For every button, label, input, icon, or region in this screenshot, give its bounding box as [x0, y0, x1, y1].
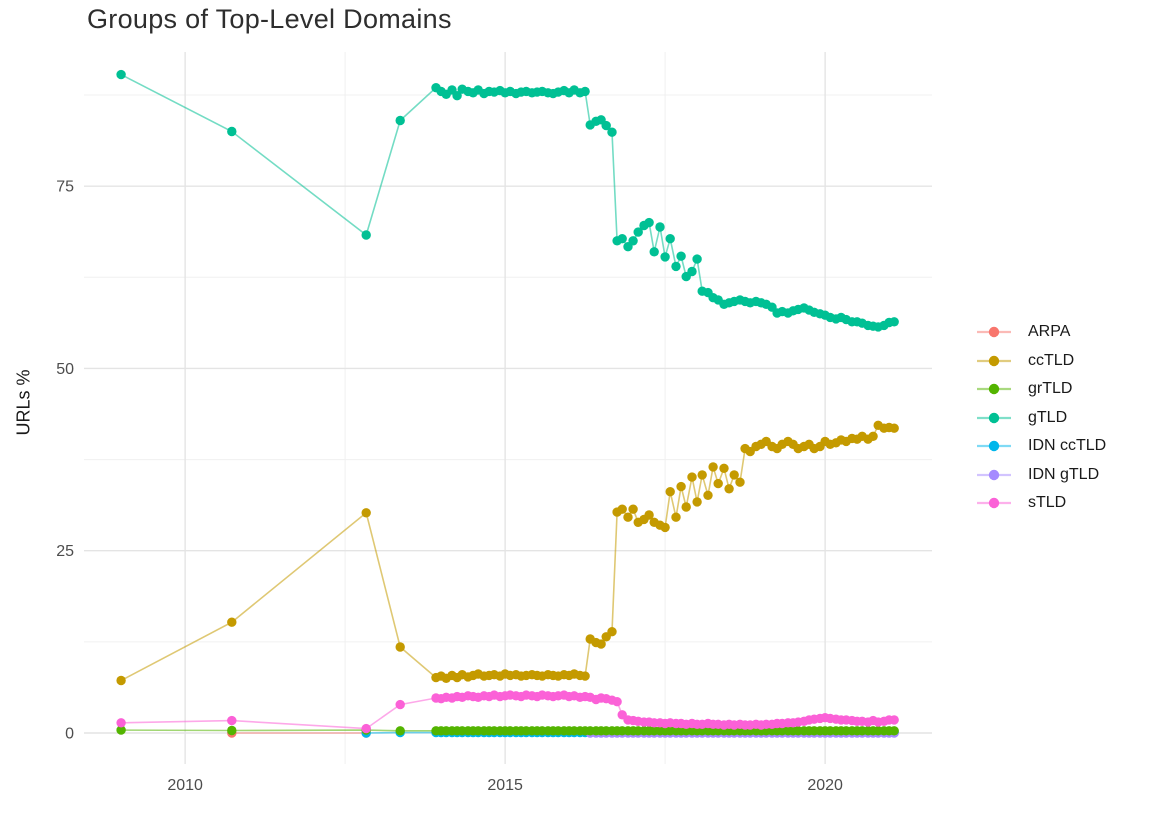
series-point-cctld [687, 472, 697, 482]
legend-key-dot [988, 469, 1000, 480]
series-point-cctld [692, 497, 702, 507]
series-point-gtld [889, 317, 899, 327]
series-point-stld [612, 697, 622, 707]
series-point-gtld [116, 69, 126, 80]
series-point-gtld [452, 91, 462, 101]
legend-key-icon [977, 384, 1011, 395]
legend: ARPA ccTLD grTLD gTLD IDN ccTLD IDN gTLD sTLD [976, 318, 1106, 518]
series-point-gtld [665, 234, 675, 244]
series-point-cctld [729, 470, 739, 480]
series-point-cctld [676, 481, 686, 492]
series-point-cctld [703, 490, 713, 500]
legend-key-dot [988, 498, 1000, 509]
series-point-grtld [227, 725, 237, 736]
series-point-cctld [665, 487, 675, 497]
series-point-gtld [395, 115, 405, 126]
legend-item-idn-gtld: IDN gTLD [976, 461, 1106, 490]
legend-key-icon [977, 327, 1011, 338]
series-point-gtld [633, 227, 643, 237]
series-point-cctld [697, 470, 707, 480]
series-point-gtld [361, 230, 371, 240]
series-point-gtld [687, 266, 697, 277]
legend-label: ARPA [1028, 323, 1071, 341]
legend-label: IDN gTLD [1028, 465, 1100, 483]
series-point-cctld [580, 671, 590, 681]
series-point-grtld [395, 726, 405, 736]
series-point-gtld [617, 234, 627, 244]
series-point-cctld [395, 642, 405, 652]
legend-label: IDN ccTLD [1028, 437, 1107, 455]
legend-key-icon [977, 469, 1011, 480]
series-point-stld [361, 723, 371, 734]
legend-item-grtld: grTLD [976, 375, 1106, 404]
series-point-cctld [596, 639, 606, 649]
y-tick-label: 0 [65, 726, 74, 743]
legend-key-icon [977, 355, 1011, 366]
legend-item-idn-cctld: IDN ccTLD [976, 432, 1106, 461]
y-tick-label: 75 [56, 179, 74, 196]
legend-item-gtld: gTLD [976, 404, 1106, 433]
series-point-gtld [607, 127, 617, 137]
series-point-cctld [713, 478, 723, 489]
x-tick-label: 2020 [807, 777, 843, 794]
series-point-stld [889, 715, 899, 725]
series-point-gtld [655, 222, 665, 232]
legend-key-dot [988, 327, 1000, 338]
legend-item-arpa: ARPA [976, 318, 1106, 347]
series-point-grtld [116, 725, 126, 735]
series-point-gtld [628, 236, 638, 246]
series-line-gtld [120, 73, 895, 328]
series-point-cctld [623, 512, 633, 522]
series-point-gtld [580, 86, 590, 97]
series-point-stld [116, 718, 126, 728]
legend-key-dot [988, 355, 1000, 366]
series-point-cctld [361, 508, 371, 518]
chart-title: Groups of Top-Level Domains [87, 4, 452, 34]
series-point-cctld [681, 502, 691, 512]
series-point-cctld [607, 627, 617, 637]
legend-key-icon [977, 498, 1011, 509]
series-point-gtld [676, 251, 686, 261]
series-point-gtld [644, 217, 654, 228]
legend-label: gTLD [1028, 408, 1068, 426]
series-point-cctld [719, 463, 729, 473]
legend-key-icon [977, 441, 1011, 452]
x-tick-label: 2010 [167, 777, 203, 794]
series-point-cctld [644, 510, 654, 520]
series-point-gtld [671, 261, 681, 272]
series-point-cctld [889, 423, 899, 433]
series-point-cctld [735, 477, 745, 487]
series-point-cctld [660, 522, 670, 533]
legend-item-stld: sTLD [976, 489, 1106, 518]
legend-label: ccTLD [1028, 351, 1075, 369]
series-point-cctld [724, 484, 734, 494]
series-point-cctld [227, 617, 237, 627]
series-point-stld [395, 699, 405, 710]
legend-key-dot [988, 384, 1000, 395]
legend-label: grTLD [1028, 380, 1073, 398]
series-point-grtld [889, 726, 899, 736]
series-point-gtld [601, 120, 611, 131]
x-tick-label: 2015 [487, 777, 523, 794]
series-point-cctld [671, 512, 681, 522]
series-point-gtld [660, 252, 670, 262]
series-point-gtld [692, 254, 702, 264]
legend-item-cctld: ccTLD [976, 347, 1106, 376]
series-point-cctld [628, 504, 638, 514]
series-point-gtld [649, 247, 659, 257]
legend-key-dot [988, 441, 1000, 452]
y-tick-label: 50 [56, 361, 74, 378]
legend-key-dot [988, 412, 1000, 423]
series-point-cctld [116, 675, 126, 686]
legend-key-icon [977, 412, 1011, 423]
series-point-cctld [868, 431, 878, 441]
series-point-cctld [617, 504, 627, 514]
series-point-cctld [708, 462, 718, 472]
series-point-gtld [227, 126, 237, 137]
legend-label: sTLD [1028, 494, 1067, 512]
y-tick-label: 25 [56, 543, 74, 560]
series-point-stld [227, 715, 237, 726]
